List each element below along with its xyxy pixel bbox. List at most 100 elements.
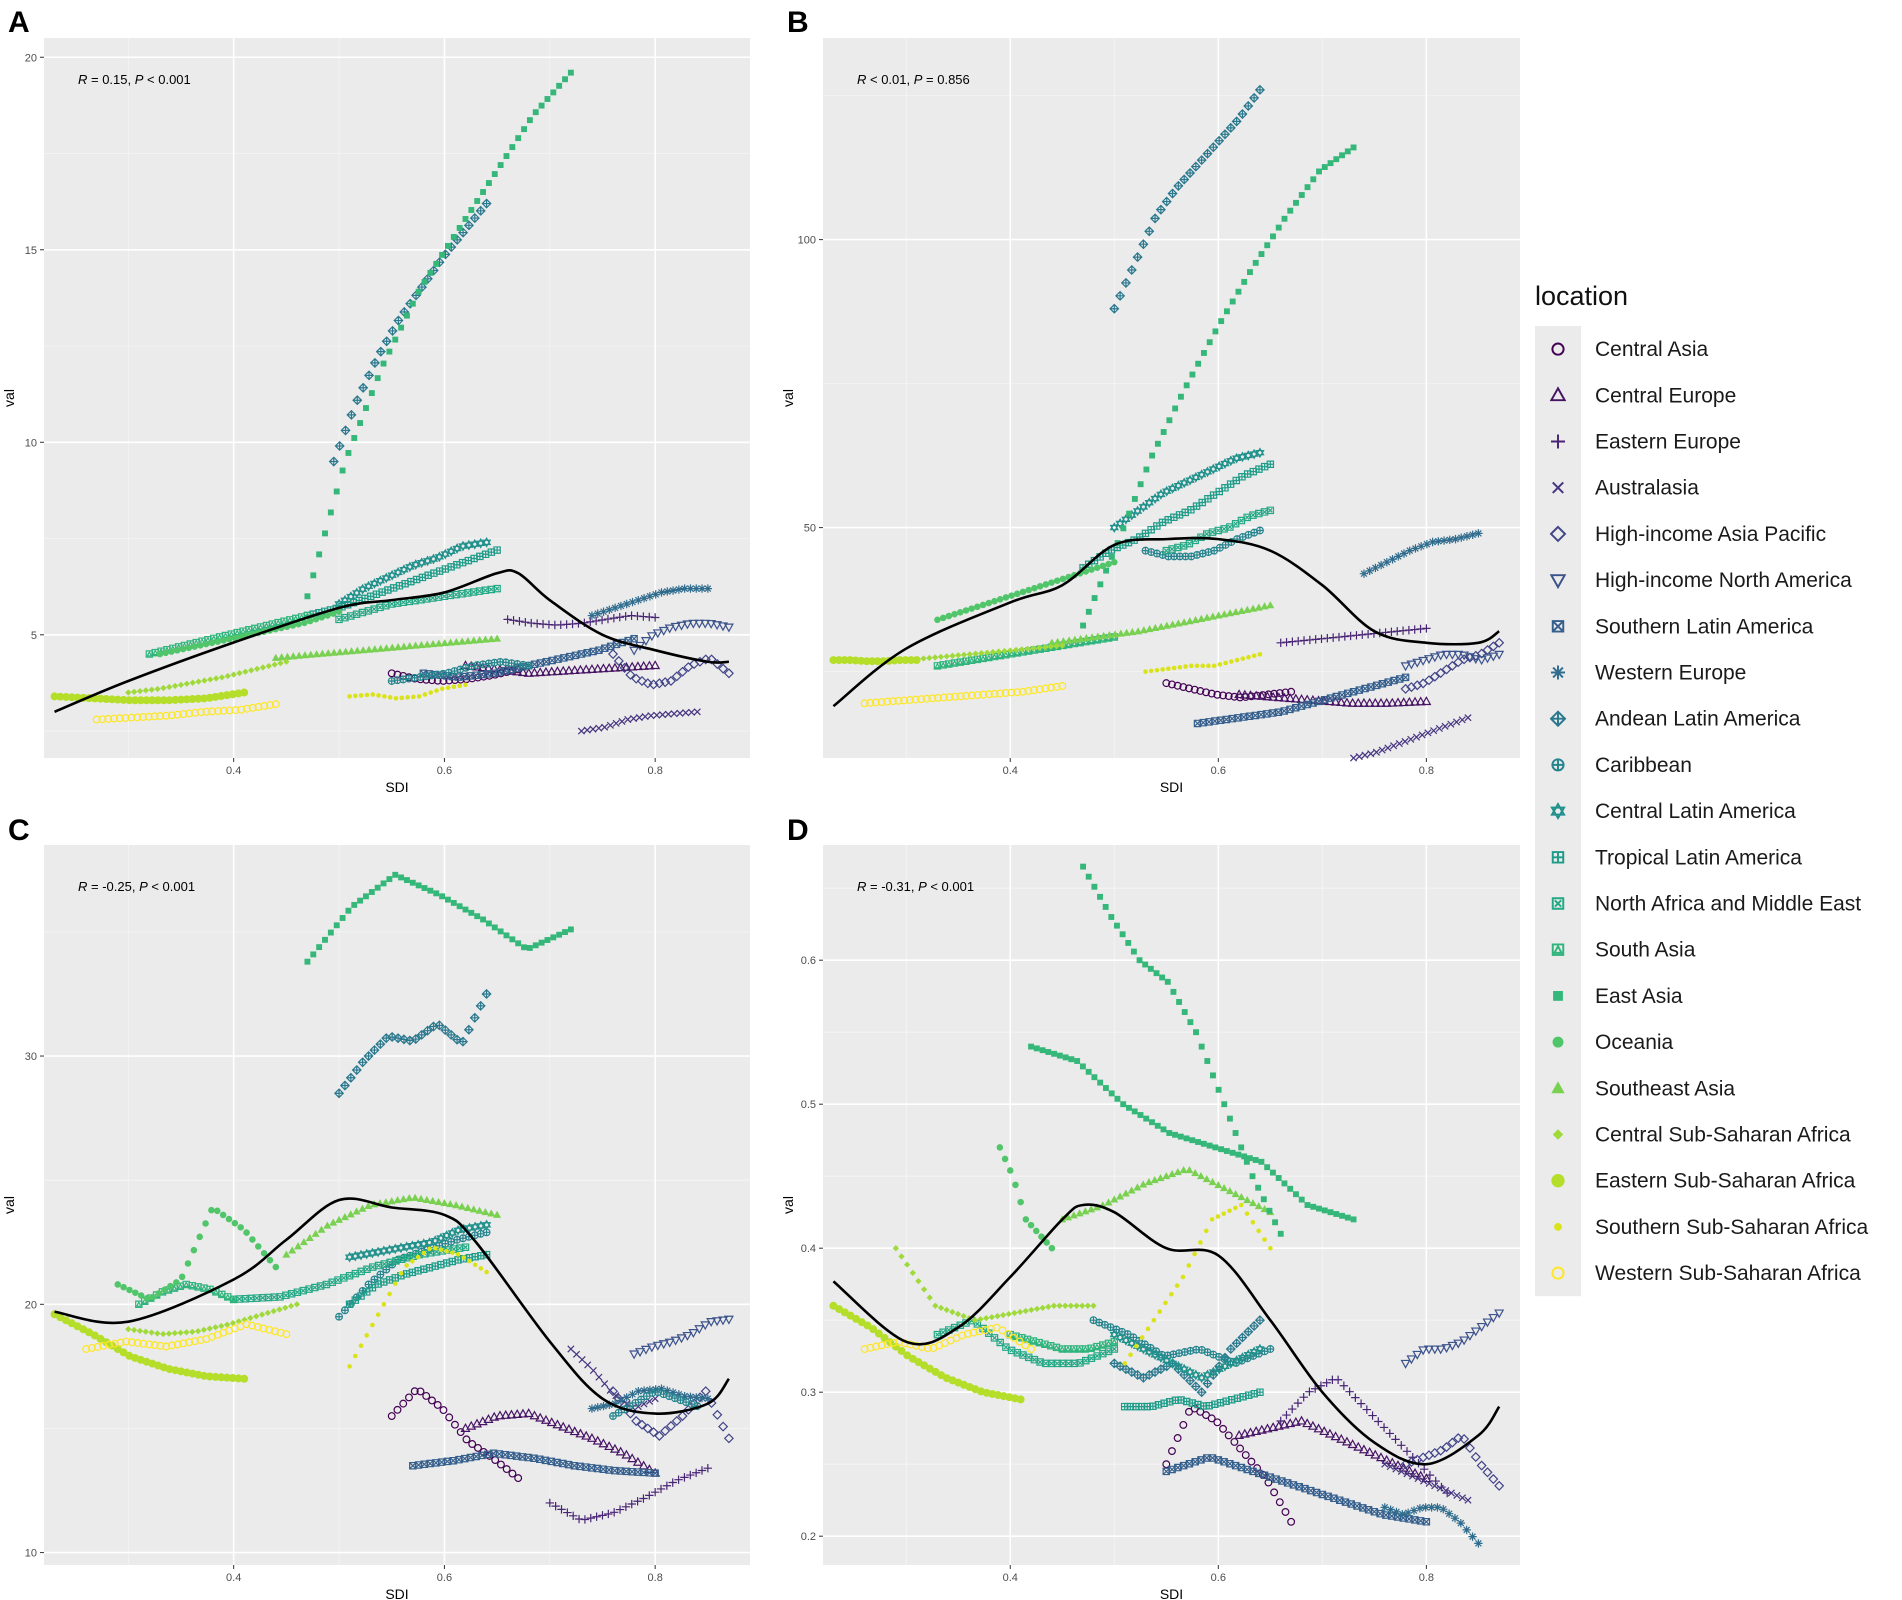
- data-point: [423, 640, 432, 648]
- data-point: [370, 1322, 375, 1328]
- data-point: [475, 635, 484, 644]
- data-point: [353, 693, 358, 699]
- data-point: [1220, 525, 1228, 533]
- series-south-asia: [1006, 1330, 1119, 1353]
- data-point: [258, 1311, 266, 1318]
- data-point: [405, 561, 415, 573]
- data-point: [409, 300, 416, 307]
- data-point: [1120, 525, 1127, 532]
- data-point: [369, 1045, 380, 1056]
- data-point: [1064, 1213, 1073, 1221]
- data-point: [1221, 1211, 1227, 1216]
- data-point: [399, 1195, 408, 1203]
- data-point: [125, 689, 132, 696]
- data-point: [1160, 667, 1165, 672]
- data-point: [446, 638, 455, 646]
- data-point: [937, 1304, 945, 1312]
- data-point: [1427, 1503, 1436, 1512]
- data-point: [1249, 1199, 1257, 1207]
- data-point: [1105, 560, 1112, 568]
- series-western-sub-saharan-africa: [860, 682, 1067, 708]
- data-point: [920, 655, 927, 662]
- data-point: [458, 589, 466, 598]
- data-point: [188, 695, 197, 704]
- series-central-latin-america: [344, 1219, 492, 1263]
- data-point: [1246, 1155, 1253, 1162]
- data-point: [340, 1274, 348, 1282]
- data-point: [1439, 536, 1449, 545]
- data-point: [148, 696, 157, 705]
- data-point: [165, 1330, 173, 1337]
- data-point: [150, 712, 159, 721]
- data-point: [674, 1475, 683, 1484]
- data-point: [1001, 689, 1010, 697]
- data-point: [1385, 1429, 1394, 1438]
- data-point: [514, 1474, 523, 1483]
- data-point: [1184, 1375, 1196, 1386]
- data-point: [515, 135, 522, 142]
- data-point: [606, 642, 615, 651]
- data-point: [324, 612, 331, 619]
- data-point: [670, 1336, 681, 1346]
- panel-letter: A: [8, 6, 30, 39]
- series-oceania: [996, 1144, 1056, 1252]
- legend-key-icon: [1551, 1081, 1565, 1094]
- series-high-income-north-america: [629, 619, 734, 656]
- data-point: [340, 1306, 349, 1315]
- data-point: [223, 1321, 231, 1328]
- data-point: [1108, 1090, 1115, 1097]
- data-point: [310, 572, 317, 579]
- data-point: [1121, 513, 1131, 525]
- y-tick-label: 0.6: [801, 955, 816, 967]
- data-point: [1336, 1433, 1347, 1443]
- data-point: [1191, 1169, 1200, 1177]
- data-point: [629, 646, 640, 656]
- data-point: [1333, 1211, 1340, 1217]
- data-point: [1260, 508, 1269, 516]
- data-point: [304, 958, 311, 965]
- data-point: [1268, 1245, 1273, 1251]
- data-point: [225, 1215, 233, 1223]
- data-point: [1151, 1317, 1157, 1323]
- data-point: [335, 615, 343, 624]
- data-point: [474, 198, 481, 204]
- data-point: [376, 1270, 385, 1279]
- data-point: [545, 1498, 554, 1508]
- data-point: [1224, 692, 1233, 701]
- data-point: [196, 1336, 205, 1345]
- data-point: [1212, 328, 1219, 335]
- data-point: [359, 646, 368, 654]
- data-point: [575, 664, 586, 674]
- data-point: [328, 1278, 336, 1287]
- data-point: [1270, 1488, 1279, 1497]
- series-western-europe: [1380, 1503, 1483, 1548]
- data-point: [1036, 644, 1043, 651]
- data-point: [670, 622, 681, 632]
- data-point: [610, 1399, 620, 1408]
- data-point: [177, 681, 185, 688]
- data-point: [185, 709, 194, 718]
- data-point: [1407, 735, 1415, 743]
- data-point: [1474, 529, 1483, 538]
- data-point: [399, 642, 408, 650]
- y-tick-label: 15: [25, 245, 37, 257]
- data-point: [1173, 1434, 1182, 1442]
- data-point: [422, 555, 433, 567]
- data-point: [1091, 1074, 1098, 1081]
- data-point: [207, 676, 214, 683]
- data-point: [1214, 1181, 1223, 1189]
- data-point: [1336, 697, 1347, 707]
- data-point: [171, 682, 179, 690]
- data-point: [1457, 533, 1466, 542]
- series-layer: [829, 863, 1505, 1548]
- data-point: [1028, 1043, 1034, 1050]
- data-point: [538, 939, 545, 946]
- data-point: [424, 1237, 435, 1249]
- data-point: [1028, 1306, 1035, 1314]
- data-point: [253, 665, 261, 673]
- data-point: [1099, 631, 1108, 639]
- data-point: [1459, 1433, 1470, 1445]
- data-point: [1031, 584, 1038, 592]
- data-point: [1420, 1477, 1428, 1485]
- data-point: [587, 611, 597, 620]
